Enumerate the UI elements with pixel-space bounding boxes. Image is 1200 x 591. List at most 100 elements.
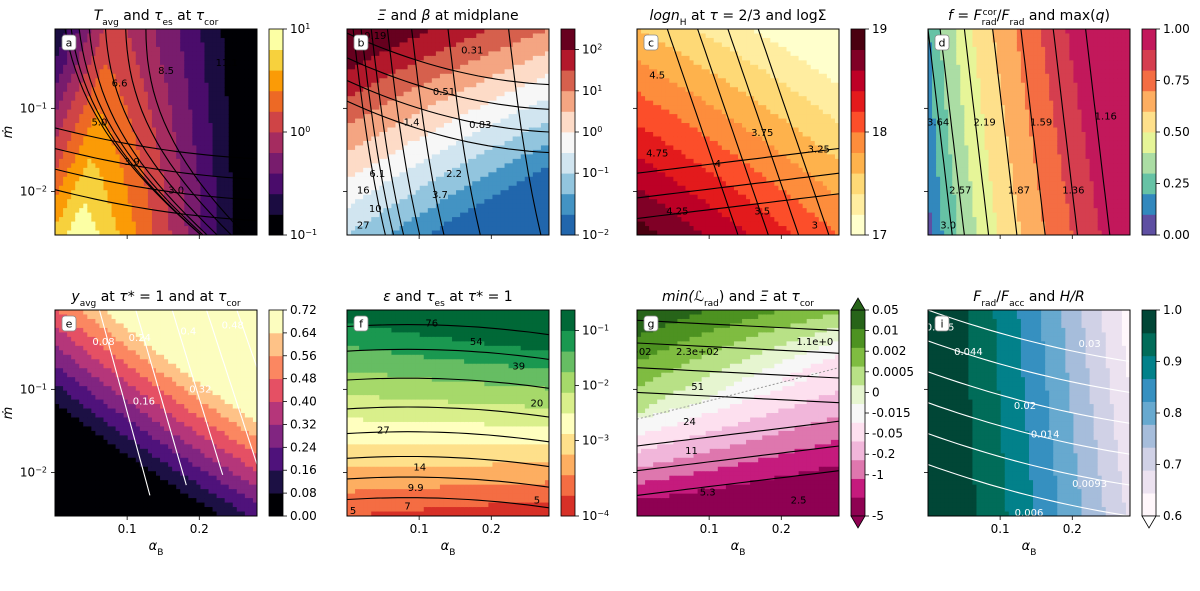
fill-cell: [83, 114, 88, 120]
fill-cell: [176, 78, 181, 84]
fill-cell: [367, 208, 372, 214]
fill-cell: [492, 78, 498, 84]
fill-cell: [645, 158, 650, 164]
fill-cell: [176, 100, 181, 106]
fill-cell: [172, 145, 177, 151]
fill-cell: [431, 226, 437, 232]
fill-cell: [407, 203, 413, 209]
fill-cell: [460, 73, 465, 79]
fill-cell: [431, 69, 437, 75]
fill-cell: [355, 163, 360, 169]
fill-cell: [127, 221, 133, 227]
fill-cell: [351, 82, 356, 88]
panel-label-box: [61, 34, 77, 51]
fill-cell: [544, 203, 549, 209]
fill-cell: [156, 221, 161, 227]
fill-cell: [516, 51, 522, 57]
fill-cell: [188, 29, 193, 35]
fill-cell: [456, 33, 461, 39]
fill-cell: [528, 29, 534, 35]
fill-cell: [236, 176, 242, 182]
fill-cell: [427, 37, 433, 44]
fill-cell: [645, 123, 650, 129]
fill-cell: [63, 181, 68, 187]
fill-cell: [355, 181, 360, 187]
fill-cell: [103, 91, 109, 97]
fill-cell: [196, 42, 202, 48]
fill-cell: [452, 29, 457, 35]
fill-cell: [504, 230, 510, 235]
fill-cell: [355, 172, 360, 178]
fill-cell: [476, 185, 481, 191]
fill-cell: [540, 181, 546, 187]
fill-cell: [347, 60, 352, 66]
title-part: at midplane: [430, 8, 518, 24]
fill-cell: [147, 114, 153, 120]
fill-cell: [212, 64, 218, 70]
fill-cell: [407, 82, 413, 88]
fill-cell: [504, 100, 510, 106]
fill-cell: [484, 145, 489, 151]
fill-cell: [107, 136, 113, 142]
contour-label: 0.31: [461, 46, 483, 57]
fill-cell: [488, 149, 494, 155]
fill-cell: [488, 185, 494, 191]
fill-cell: [492, 118, 498, 124]
fill-cell: [111, 42, 117, 48]
fill-cell: [168, 217, 173, 223]
fill-cell: [147, 82, 153, 88]
fill-cell: [232, 158, 238, 164]
fill-cell: [508, 181, 514, 187]
fill-cell: [435, 221, 441, 227]
fill-cell: [403, 221, 409, 227]
fill-cell: [492, 226, 498, 232]
fill-cell: [375, 73, 380, 79]
fill-cell: [637, 172, 642, 178]
fill-cell: [196, 212, 202, 218]
fill-cell: [151, 33, 157, 39]
fill-cell: [371, 69, 376, 75]
fill-cell: [55, 69, 60, 75]
fill-cell: [156, 167, 161, 173]
fill-cell: [196, 33, 202, 39]
fill-cell: [147, 176, 153, 182]
fill-cell: [657, 37, 662, 44]
fill-cell: [188, 208, 193, 214]
fill-cell: [427, 167, 433, 173]
fill-cell: [67, 199, 72, 205]
fill-cell: [379, 78, 384, 84]
fill-cell: [248, 46, 254, 52]
fill-cell: [244, 29, 250, 35]
fill-cell: [347, 230, 352, 235]
fill-cell: [439, 51, 445, 57]
fill-cell: [504, 136, 510, 142]
fill-cell: [115, 190, 121, 196]
fill-cell: [484, 114, 489, 120]
fill-cell: [71, 69, 76, 75]
fill-cell: [403, 37, 409, 44]
fill-cell: [127, 154, 133, 160]
fill-cell: [71, 154, 76, 160]
fill-cell: [411, 185, 417, 191]
fill-cell: [496, 91, 502, 97]
fill-cell: [184, 145, 189, 151]
fill-cell: [532, 172, 538, 178]
fill-cell: [540, 185, 546, 191]
fill-cell: [480, 51, 485, 57]
fill-cell: [83, 208, 88, 214]
fill-cell: [524, 82, 530, 88]
fill-cell: [540, 158, 546, 164]
fill-cell: [448, 37, 453, 44]
fill-cell: [452, 127, 457, 133]
fill-cell: [439, 42, 445, 48]
fill-cell: [439, 87, 445, 93]
fill-cell: [135, 199, 141, 205]
fill-cell: [220, 185, 226, 191]
fill-cell: [528, 203, 534, 209]
fill-cell: [252, 154, 257, 160]
fill-cell: [500, 199, 506, 205]
fill-cell: [351, 185, 356, 191]
fill-cell: [407, 145, 413, 151]
fill-cell: [91, 154, 96, 160]
